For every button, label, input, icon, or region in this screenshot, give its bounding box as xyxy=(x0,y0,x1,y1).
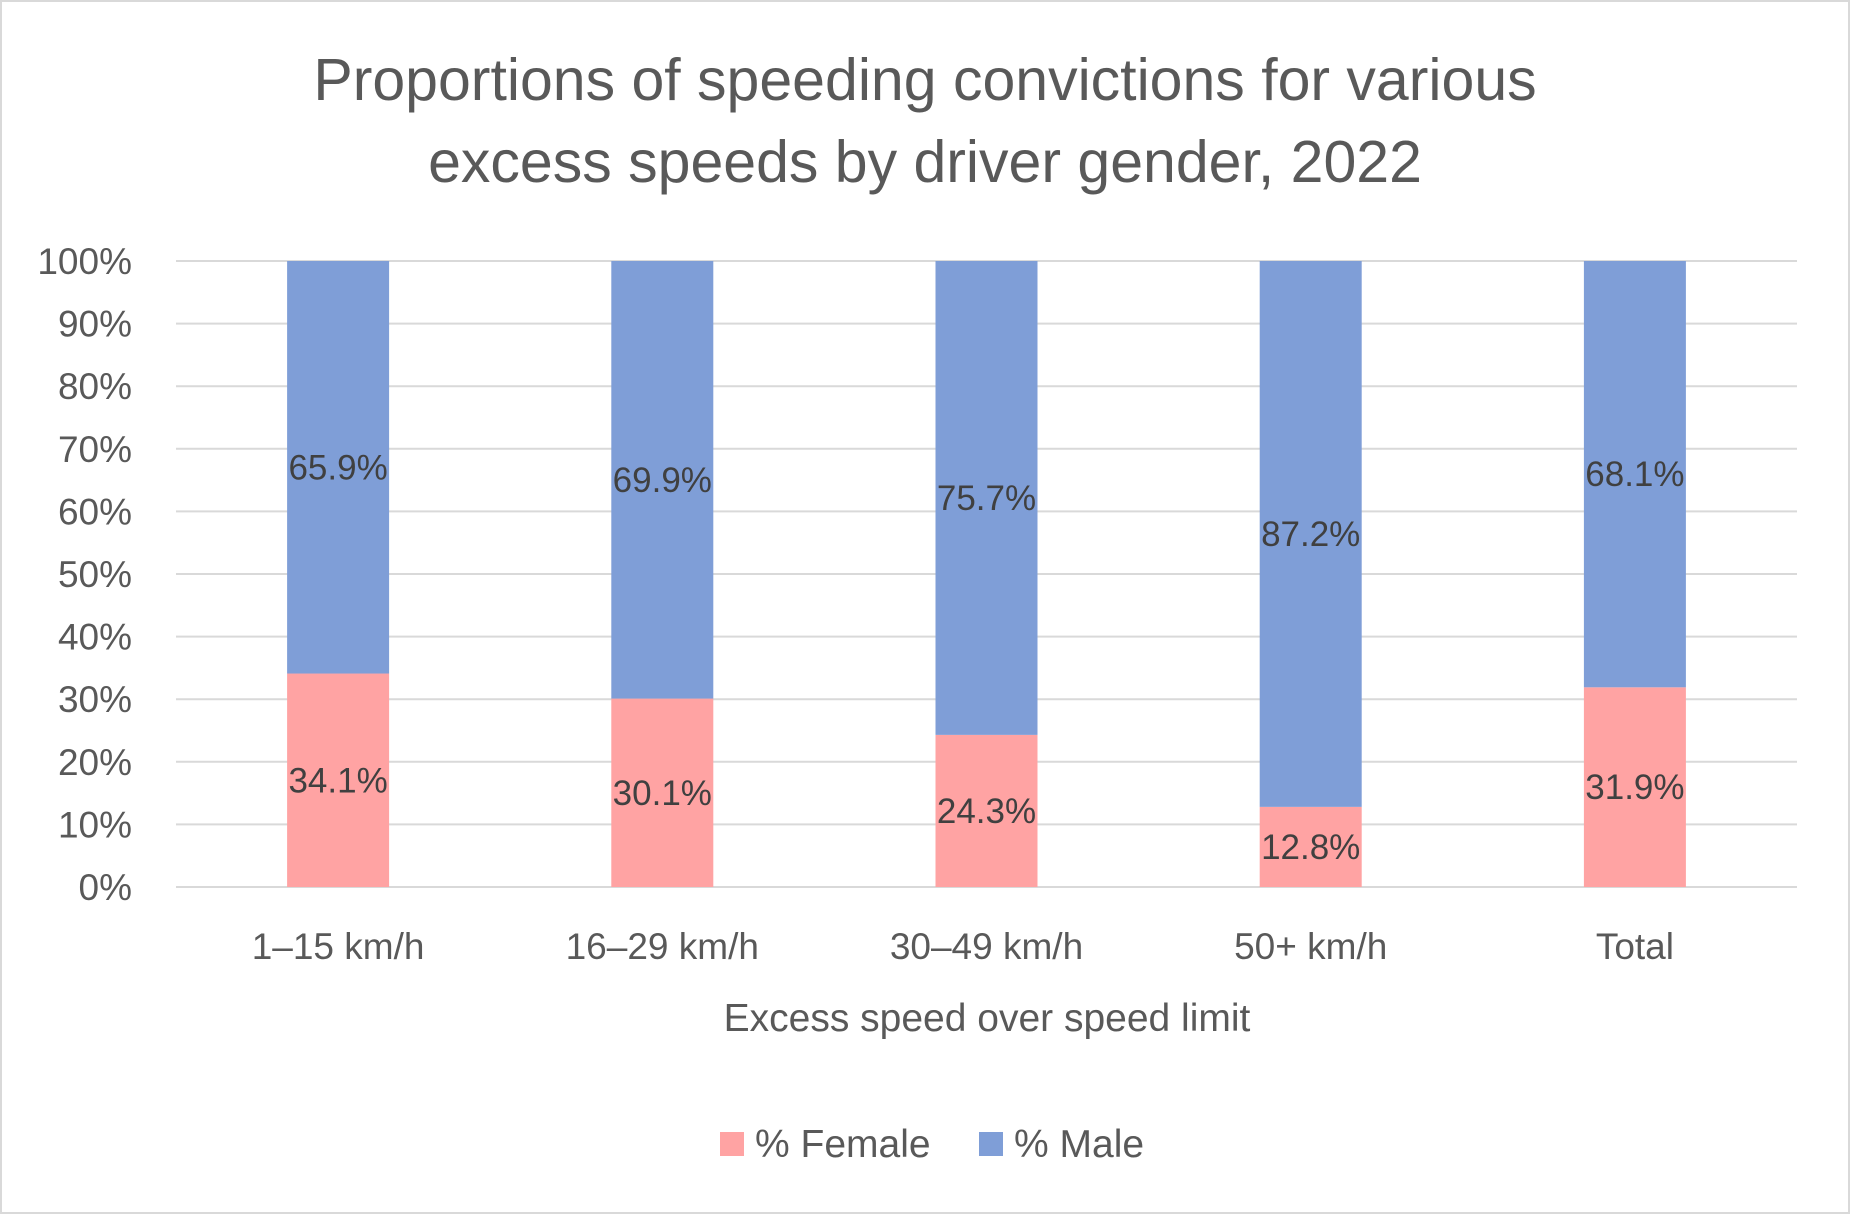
x-axis-tick-labels: 1–15 km/h 16–29 km/h 30–49 km/h 50+ km/h Tot… xyxy=(252,926,1674,967)
bar-segment xyxy=(611,698,714,887)
y-tick-label: 100% xyxy=(37,241,132,282)
x-tick-label: Total xyxy=(1596,926,1674,967)
bar-segment xyxy=(1583,687,1686,887)
y-tick-label: 50% xyxy=(58,554,132,595)
data-label: 12.8% xyxy=(1261,828,1360,867)
y-tick-label: 60% xyxy=(58,491,132,532)
x-tick-label: 50+ km/h xyxy=(1234,926,1387,967)
legend: % Female % Male xyxy=(720,1123,1144,1166)
chart-title-line: Proportions of speeding convictions for … xyxy=(313,47,1536,113)
bar-segment xyxy=(1259,261,1362,807)
y-axis-tick-labels: 0% 10% 20% 30% 40% 50% 60% 70% 80% 90% 100% xyxy=(37,241,132,908)
data-label: 65.9% xyxy=(288,448,387,487)
y-tick-label: 40% xyxy=(58,617,132,658)
bar-segment xyxy=(935,734,1038,887)
y-tick-label: 80% xyxy=(58,366,132,407)
y-tick-label: 70% xyxy=(58,429,132,470)
chart-title: Proportions of speeding convictions for … xyxy=(313,47,1536,195)
y-tick-label: 90% xyxy=(58,304,132,345)
bar-segment xyxy=(1259,806,1362,887)
bar-segment xyxy=(287,261,390,674)
bar-segment xyxy=(611,261,714,699)
data-label: 24.3% xyxy=(937,792,1036,831)
y-tick-label: 10% xyxy=(58,804,132,845)
data-label: 75.7% xyxy=(937,479,1036,518)
x-tick-label: 1–15 km/h xyxy=(252,926,425,967)
bars xyxy=(287,261,1686,887)
bar-segment xyxy=(287,673,390,887)
legend-item: % Male xyxy=(979,1123,1144,1166)
x-tick-label: 30–49 km/h xyxy=(890,926,1083,967)
bar-segment xyxy=(1583,261,1686,688)
legend-label: % Male xyxy=(1014,1123,1144,1166)
data-label: 31.9% xyxy=(1585,768,1684,807)
data-labels: 34.1% 65.9% 30.1% 69.9% 24.3% 75.7% 12.8% 87.2%… xyxy=(288,448,1684,867)
bar-segment xyxy=(935,261,1038,735)
legend-swatch xyxy=(979,1132,1003,1156)
legend-label: % Female xyxy=(755,1123,931,1166)
data-label: 69.9% xyxy=(613,461,712,500)
legend-item: % Female xyxy=(720,1123,931,1166)
data-label: 30.1% xyxy=(613,774,712,813)
y-tick-label: 30% xyxy=(58,679,132,720)
y-tick-label: 20% xyxy=(58,742,132,783)
y-tick-label: 0% xyxy=(79,867,132,908)
x-tick-label: 16–29 km/h xyxy=(566,926,759,967)
chart-title-line: excess speeds by driver gender, 2022 xyxy=(428,129,1422,195)
legend-swatch xyxy=(720,1132,744,1156)
data-label: 68.1% xyxy=(1585,455,1684,494)
data-label: 87.2% xyxy=(1261,515,1360,554)
x-axis-title: Excess speed over speed limit xyxy=(724,997,1251,1040)
data-label: 34.1% xyxy=(288,761,387,800)
